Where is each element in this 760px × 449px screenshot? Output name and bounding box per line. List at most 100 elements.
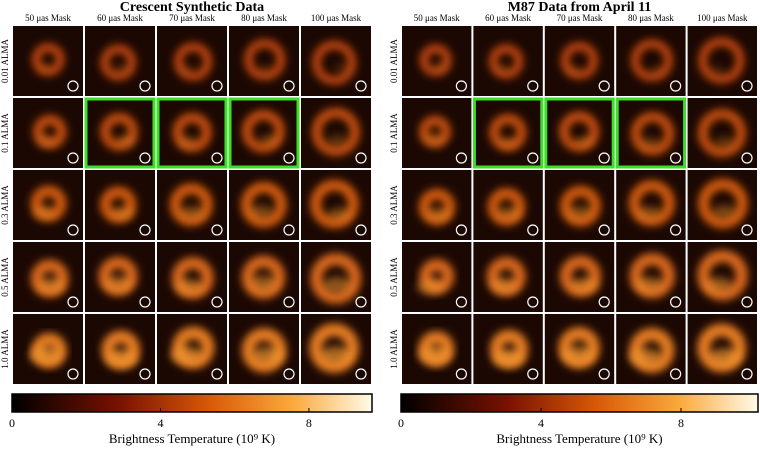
- bright-spot: [426, 207, 451, 222]
- beam-circle: [455, 368, 467, 380]
- beam-circle: [283, 80, 295, 92]
- beam-circle: [527, 224, 539, 236]
- image-cell: [473, 26, 543, 96]
- bright-spot: [36, 277, 65, 294]
- beam-circle: [67, 296, 79, 308]
- bright-spot: [424, 133, 445, 146]
- image-background: [402, 26, 472, 96]
- column-label: 100 μas Mask: [311, 13, 362, 23]
- image-cell: [13, 26, 83, 96]
- bright-spot: [256, 63, 273, 74]
- image-background: [85, 26, 155, 96]
- ring: [560, 185, 601, 227]
- beam-circle: [527, 296, 539, 308]
- image-cell: [616, 170, 686, 240]
- image-cell: [402, 314, 472, 384]
- ring: [310, 253, 362, 304]
- image-cell: [301, 98, 371, 168]
- image-background: [687, 26, 757, 96]
- image-background: [13, 26, 83, 96]
- image-cell: [616, 26, 686, 96]
- colorbar: [11, 393, 373, 413]
- image-cell: [616, 314, 686, 384]
- row-label: 0.1 ALMA: [389, 113, 399, 153]
- image-cell: [544, 170, 615, 240]
- image-cell: [157, 170, 227, 240]
- beam-circle: [211, 368, 223, 380]
- bright-spot: [179, 205, 204, 220]
- image-cell: [229, 314, 299, 384]
- bright-spot: [495, 63, 512, 74]
- bright-spot: [327, 207, 352, 222]
- bright-spot: [333, 62, 350, 73]
- bright-spot: [637, 205, 662, 220]
- beam-circle: [455, 224, 467, 236]
- colorbar-tick-label: 4: [538, 416, 544, 430]
- panel-title: Crescent Synthetic Data: [120, 0, 264, 15]
- highlight-box: [84, 97, 156, 169]
- image-background: [473, 314, 543, 384]
- image-background: [473, 26, 543, 96]
- image-cell: [473, 98, 543, 168]
- image-background: [229, 170, 299, 240]
- bright-spot: [709, 347, 742, 366]
- image-background: [544, 170, 615, 240]
- colorbar-label: Brightness Temperature (10⁹ K): [496, 431, 662, 446]
- colorbar-tick-label: 4: [157, 416, 163, 430]
- beam-circle: [455, 80, 467, 92]
- beam-circle: [598, 224, 610, 236]
- beam-circle: [527, 152, 539, 164]
- ring: [100, 112, 139, 151]
- image-background: [157, 170, 227, 240]
- beam-circle: [283, 152, 295, 164]
- beam-circle: [283, 224, 295, 236]
- ring: [488, 44, 524, 79]
- beam-circle: [455, 296, 467, 308]
- image-cell: [13, 170, 83, 240]
- image-cell: [402, 26, 472, 96]
- bright-spot: [327, 134, 348, 147]
- column-label: 50 μas Mask: [414, 13, 460, 23]
- beam-circle: [741, 152, 753, 164]
- bright-spot: [635, 276, 664, 293]
- image-cell: [157, 26, 227, 96]
- bright-spot: [259, 133, 280, 146]
- beam-circle: [669, 296, 682, 308]
- image-background: [473, 170, 543, 240]
- column-label: 60 μas Mask: [97, 13, 143, 23]
- highlight-box: [615, 97, 687, 169]
- bright-spot: [32, 205, 57, 220]
- beam-circle: [283, 368, 295, 380]
- bright-spot: [416, 278, 445, 295]
- ring: [560, 41, 599, 80]
- image-cell: [85, 242, 155, 312]
- row-label: 0.01 ALMA: [389, 39, 399, 84]
- bright-spot: [498, 136, 519, 149]
- column-label: 100 μas Mask: [697, 13, 748, 23]
- bright-spot: [570, 277, 599, 294]
- image-cell: [402, 170, 472, 240]
- image-cell: [13, 242, 83, 312]
- image-background: [473, 242, 543, 312]
- bright-spot: [648, 64, 665, 75]
- row-label: 1.0 ALMA: [389, 329, 399, 369]
- ring: [630, 39, 674, 82]
- bright-spot: [565, 65, 582, 76]
- image-background: [85, 314, 155, 384]
- image-cell: [13, 314, 83, 384]
- ring: [240, 181, 287, 228]
- beam-circle: [669, 368, 682, 380]
- row-label: 0.3 ALMA: [389, 185, 399, 225]
- beam-circle: [527, 80, 539, 92]
- image-cell: [402, 242, 472, 312]
- highlight-box: [544, 97, 615, 169]
- image-background: [544, 242, 615, 312]
- image-cell: [544, 314, 615, 384]
- ring: [311, 107, 361, 157]
- ring: [100, 44, 137, 81]
- bright-spot: [37, 135, 58, 148]
- image-background: [85, 170, 155, 240]
- bright-spot: [490, 277, 519, 294]
